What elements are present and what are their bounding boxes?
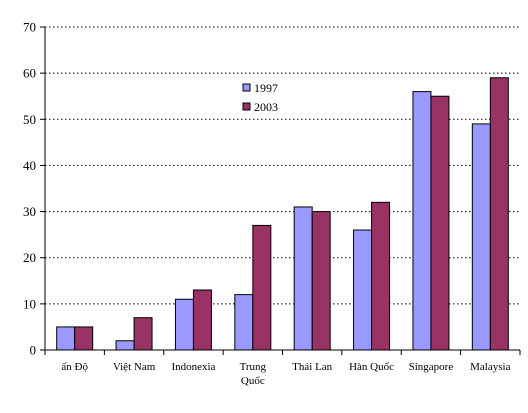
bar-2003-5 [371, 201, 391, 351]
y-tick-label: 70 [23, 20, 36, 35]
bar-2003-4 [311, 211, 331, 351]
legend-label-2003: 2003 [254, 100, 278, 114]
bar-1997-0 [56, 326, 76, 351]
axes [40, 26, 521, 355]
x-tick-label: ấn Độ [61, 361, 88, 373]
bar-1997-3 [234, 294, 254, 351]
x-tick-label: Trung [240, 361, 267, 373]
y-tick-label: 50 [23, 112, 36, 127]
bar-1997-4 [293, 206, 313, 351]
bar-1997-7 [471, 123, 491, 351]
y-tick-label: 60 [23, 66, 36, 81]
bar-2003-6 [430, 95, 450, 351]
x-tick-label: Singapore [409, 361, 454, 373]
y-tick-label: 10 [23, 296, 36, 311]
y-tick-label: 0 [30, 343, 37, 358]
legend: 1997 2003 [242, 81, 278, 114]
x-tick-labels: ấn Độ Việt Nam Indonexia Trung Quốc Thái Lan H… [61, 361, 510, 387]
x-tick-label: Hàn Quốc [349, 361, 394, 373]
legend-swatch-1997 [242, 83, 251, 92]
bar-1997-5 [353, 229, 373, 351]
bar-2003-7 [489, 77, 509, 351]
y-tick-labels: 0 10 20 30 40 50 60 70 [23, 20, 36, 358]
bar-2003-1 [133, 317, 153, 351]
y-tick-label: 20 [23, 250, 36, 265]
y-tick-label: 40 [23, 158, 36, 173]
x-tick-label: Quốc [241, 375, 265, 387]
y-tick-label: 30 [23, 204, 36, 219]
bar-2003-2 [192, 289, 212, 351]
legend-label-1997: 1997 [254, 81, 278, 95]
grid-lines [45, 26, 520, 305]
x-tick-label: Malaysia [470, 361, 510, 373]
bar-1997-1 [115, 340, 135, 351]
bar-2003-3 [252, 224, 272, 351]
bar-1997-6 [412, 91, 432, 351]
bar-2003-0 [74, 326, 94, 351]
x-tick-label: Việt Nam [113, 361, 156, 373]
x-tick-label: Indonexia [171, 361, 215, 373]
x-tick-label: Thái Lan [292, 361, 333, 373]
legend-swatch-2003 [242, 102, 251, 111]
bar-1997-2 [174, 298, 194, 351]
bars [56, 77, 509, 351]
